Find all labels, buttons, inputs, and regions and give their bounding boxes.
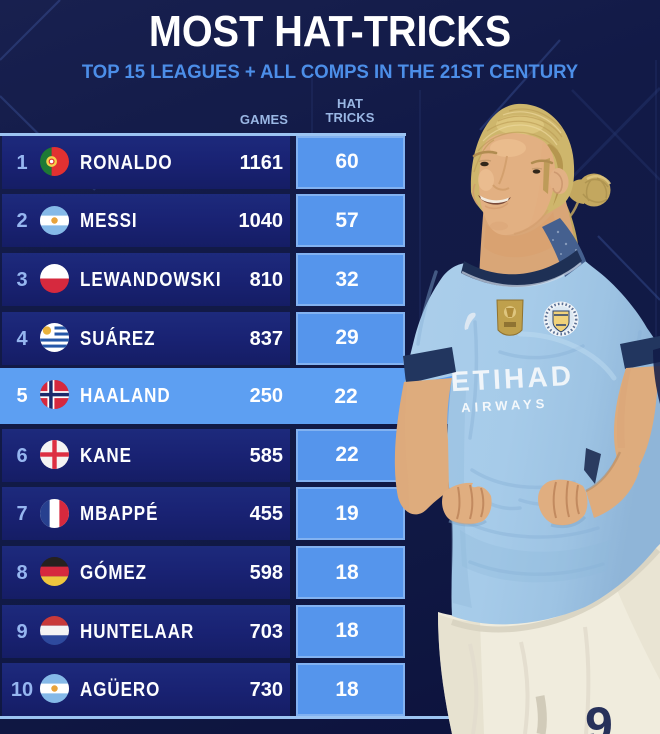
- svg-text:ETIHAD: ETIHAD: [450, 360, 575, 397]
- svg-text:9: 9: [585, 697, 613, 734]
- svg-text:AIRWAYS: AIRWAYS: [461, 396, 549, 416]
